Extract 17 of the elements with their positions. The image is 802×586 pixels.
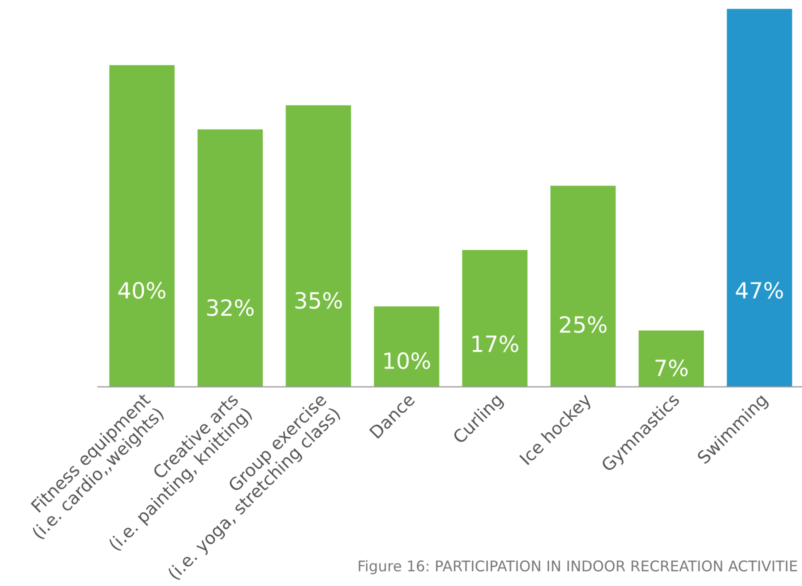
bar bbox=[638, 330, 704, 387]
bar bbox=[726, 8, 792, 387]
data-label: 17% bbox=[472, 335, 518, 352]
data-label: 40% bbox=[118, 282, 166, 299]
bar bbox=[374, 306, 440, 387]
bar bbox=[198, 129, 263, 387]
bar bbox=[462, 250, 528, 387]
data-label: 10% bbox=[384, 352, 430, 370]
bar bbox=[286, 105, 352, 387]
data-label: 32% bbox=[207, 299, 254, 316]
caption: Figure 16: PARTICIPATION IN INDOOR RECREATION ACTIVITIE bbox=[358, 560, 798, 574]
bar bbox=[109, 65, 175, 387]
bar bbox=[550, 186, 616, 387]
data-label: 25% bbox=[560, 316, 607, 333]
data-label: 7% bbox=[655, 360, 688, 376]
data-label: 47% bbox=[736, 282, 783, 299]
data-label: 35% bbox=[295, 292, 342, 309]
